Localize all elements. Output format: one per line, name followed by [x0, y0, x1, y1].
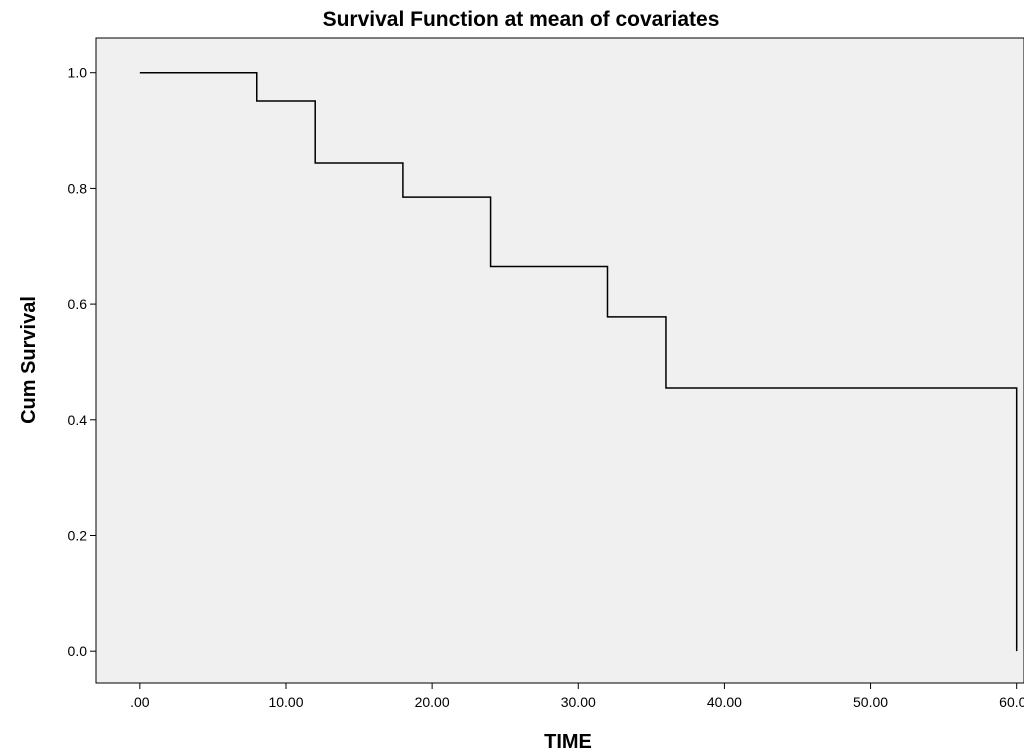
y-tick-label: 0.8 — [68, 180, 88, 196]
plot-area — [95, 37, 1024, 684]
x-tick-label: 30.00 — [561, 694, 596, 710]
chart-title: Survival Function at mean of covariates — [323, 8, 720, 31]
x-tick-label: .00 — [130, 694, 150, 710]
y-tick-label: 0.6 — [68, 296, 88, 312]
y-tick-label: 0.0 — [68, 643, 88, 659]
x-tick-label: 10.00 — [268, 694, 303, 710]
y-tick-label: 0.4 — [68, 412, 88, 428]
x-tick-label: 60.00 — [999, 694, 1024, 710]
survival-step-line — [139, 71, 1018, 652]
y-axis-label: Cum Survival — [18, 296, 40, 424]
x-axis-label: TIME — [544, 731, 592, 752]
x-tick-label: 20.00 — [415, 694, 450, 710]
x-tick-label: 50.00 — [853, 694, 888, 710]
y-tick-label: 1.0 — [68, 65, 88, 81]
y-tick-label: 0.2 — [68, 527, 88, 543]
x-tick-label: 40.00 — [707, 694, 742, 710]
